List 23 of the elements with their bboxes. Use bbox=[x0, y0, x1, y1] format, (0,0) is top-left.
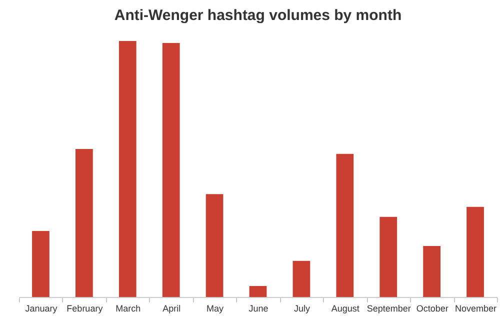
x-tick-label: November bbox=[455, 304, 497, 314]
x-tick-label: July bbox=[294, 304, 310, 314]
x-tick-label: March bbox=[116, 304, 141, 314]
bar bbox=[423, 246, 441, 297]
bar bbox=[162, 43, 180, 297]
x-tick-label: June bbox=[248, 304, 268, 314]
x-tick-label: January bbox=[25, 304, 58, 314]
chart-title: Anti-Wenger hashtag volumes by month bbox=[114, 7, 402, 24]
x-tick-label: October bbox=[416, 304, 448, 314]
bar bbox=[466, 206, 484, 297]
bar bbox=[249, 286, 267, 297]
bar bbox=[75, 149, 93, 297]
x-tick-label: February bbox=[66, 304, 104, 314]
x-tick-label: September bbox=[366, 304, 411, 314]
bar bbox=[206, 194, 224, 297]
bar bbox=[336, 154, 354, 297]
x-tick-label: May bbox=[206, 304, 224, 314]
bar bbox=[118, 41, 136, 297]
bar bbox=[292, 260, 310, 297]
bar bbox=[380, 216, 398, 297]
bar bbox=[32, 230, 50, 297]
x-tick-label: April bbox=[162, 304, 181, 314]
x-tick-label: August bbox=[331, 304, 360, 314]
